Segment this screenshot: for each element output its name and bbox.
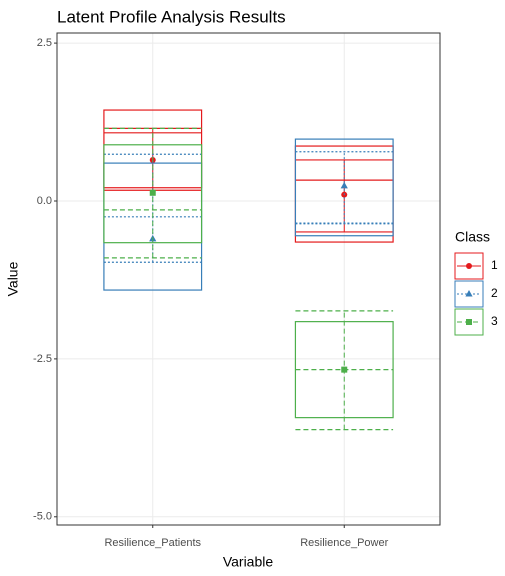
y-tick-label: 0.0 xyxy=(37,195,52,207)
legend-symbol xyxy=(466,319,472,325)
box xyxy=(294,138,394,237)
x-axis-label: Variable xyxy=(223,554,274,570)
legend-symbol xyxy=(466,263,472,269)
y-tick-label: 2.5 xyxy=(37,37,52,49)
legend-label: 3 xyxy=(491,314,498,328)
chart-title: Latent Profile Analysis Results xyxy=(57,7,286,26)
mean-point xyxy=(341,366,348,373)
legend-title: Class xyxy=(455,229,490,245)
mean-point xyxy=(149,189,156,196)
panel-border xyxy=(56,32,441,526)
x-tick-label: Resilience_Patients xyxy=(104,537,201,549)
y-axis-label: Value xyxy=(5,261,21,296)
legend-symbol xyxy=(465,290,473,297)
x-tick-label: Resilience_Power xyxy=(300,537,388,549)
legend-label: 2 xyxy=(491,286,498,300)
legend-label: 1 xyxy=(491,258,498,272)
panel xyxy=(57,33,440,525)
y-tick-label: -5.0 xyxy=(33,511,52,523)
mean-point xyxy=(340,181,348,189)
y-tick-label: -2.5 xyxy=(33,353,52,365)
